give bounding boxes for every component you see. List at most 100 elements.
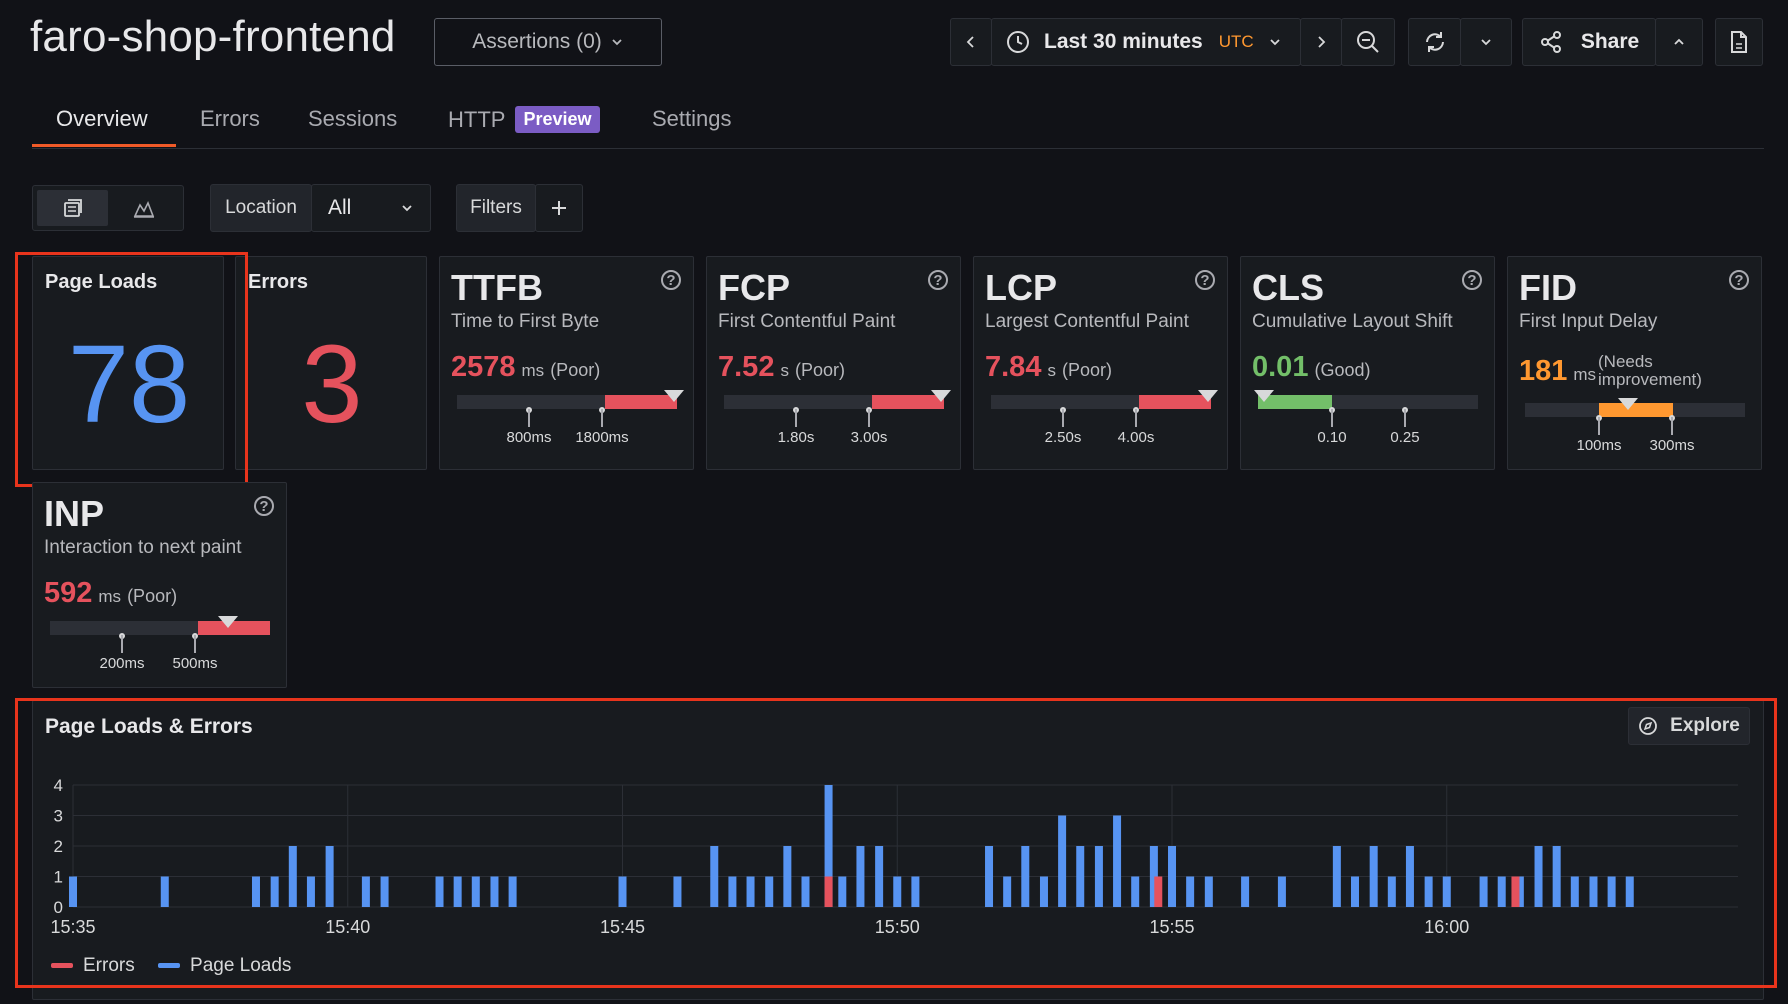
share-label: Share	[1580, 30, 1640, 53]
page-loads-bar	[1534, 846, 1543, 907]
page-loads-bar	[270, 876, 279, 907]
tab-settings[interactable]: Settings	[652, 106, 732, 131]
time-back-button[interactable]	[950, 18, 992, 66]
tab-sessions[interactable]: Sessions	[308, 106, 398, 131]
share-button[interactable]: Share	[1522, 18, 1656, 66]
page-loads-bar	[1113, 815, 1122, 907]
vital-name: LCP	[985, 267, 1057, 308]
legend-item-page-loads[interactable]: Page Loads	[158, 955, 291, 976]
chart-view-button[interactable]	[108, 190, 179, 226]
page-loads-bar	[765, 876, 774, 907]
page-loads-bar	[710, 846, 719, 907]
page-loads-bar	[435, 876, 444, 907]
threshold-tick	[1331, 409, 1333, 427]
threshold-tick	[1135, 409, 1137, 427]
help-icon[interactable]: ?	[1729, 270, 1749, 290]
vital-description: Interaction to next paint	[44, 537, 242, 558]
gauge-marker	[218, 616, 238, 628]
fid-panel: FID ? First Input Delay 181 ms (Needs impr…	[1507, 256, 1762, 470]
page-loads-bar	[801, 876, 810, 907]
vital-description: First Contentful Paint	[718, 311, 896, 332]
refresh-icon	[1425, 32, 1444, 52]
compass-icon	[1639, 717, 1658, 735]
location-select[interactable]: All	[311, 184, 431, 232]
help-icon[interactable]: ?	[1195, 270, 1215, 290]
y-tick-label: 0	[54, 898, 63, 917]
page-loads-bar	[985, 846, 994, 907]
page-loads-bar	[893, 876, 902, 907]
add-filter-button[interactable]	[535, 184, 583, 232]
plus-icon	[552, 201, 566, 215]
page-loads-bar	[838, 876, 847, 907]
errors-panel: Errors 3	[235, 256, 427, 470]
page-loads-bar	[618, 876, 627, 907]
time-range-picker[interactable]: Last 30 minutes UTC	[991, 18, 1301, 66]
page-loads-highlight	[15, 252, 248, 487]
help-icon[interactable]: ?	[928, 270, 948, 290]
gauge-good-segment	[1258, 395, 1332, 409]
page-loads-bar	[1094, 846, 1103, 907]
y-tick-label: 4	[54, 776, 63, 795]
share-icon	[1540, 31, 1561, 53]
export-button[interactable]	[1715, 18, 1763, 66]
timezone-label: UTC	[1218, 32, 1254, 51]
threshold-tick	[601, 409, 603, 427]
page-loads-bar	[306, 876, 315, 907]
stat-view-button[interactable]	[37, 190, 108, 226]
help-icon[interactable]: ?	[1462, 270, 1482, 290]
help-icon[interactable]: ?	[661, 270, 681, 290]
x-tick-label: 15:55	[1149, 917, 1194, 937]
page-loads-bar	[1515, 876, 1524, 907]
page-loads-bar	[1369, 846, 1378, 907]
page-loads-bar	[380, 876, 389, 907]
clock-icon	[1007, 31, 1029, 53]
view-toggle	[32, 185, 184, 231]
page-loads-bar	[1607, 876, 1616, 907]
page-loads-bar	[1277, 876, 1286, 907]
page-loads-bar	[69, 876, 77, 907]
legend-item-errors[interactable]: Errors	[51, 955, 135, 976]
page-loads-bar	[1039, 876, 1048, 907]
gauge-marker	[1618, 398, 1638, 410]
explore-label: Explore	[1670, 715, 1740, 736]
vital-gauge	[724, 395, 944, 409]
page-loads-bar	[824, 785, 833, 907]
gauge-poor-segment	[605, 395, 677, 409]
threshold-tick	[1598, 417, 1600, 435]
threshold-tick	[121, 635, 123, 653]
page-loads-swatch	[158, 963, 181, 969]
chart-panel-title: Page Loads & Errors	[45, 715, 253, 738]
time-range-label: Last 30 minutes	[1044, 30, 1203, 53]
refresh-interval-dropdown[interactable]	[1460, 18, 1512, 66]
page-loads-label: Page Loads	[45, 271, 158, 293]
tab-http[interactable]: HTTP Preview	[448, 106, 600, 133]
vital-name: FID	[1519, 267, 1577, 308]
page-loads-bar	[1497, 876, 1506, 907]
time-forward-button[interactable]	[1300, 18, 1342, 66]
page-loads-bar	[783, 846, 792, 907]
page-loads-bar	[288, 846, 297, 907]
chevron-down-icon	[402, 205, 412, 212]
vital-description: First Input Delay	[1519, 311, 1658, 332]
tab-overview[interactable]: Overview	[56, 106, 148, 131]
chevron-down-icon	[612, 39, 622, 46]
page-loads-bar	[361, 876, 370, 907]
page-loads-bar	[673, 876, 682, 907]
page-loads-errors-panel: Page Loads & Errors Explore 0 1 2 3 4 15:35 15…	[32, 700, 1764, 1000]
vital-value: 2578 ms (Poor)	[451, 351, 601, 383]
x-tick-label: 16:00	[1424, 917, 1469, 937]
help-icon[interactable]: ?	[254, 496, 274, 516]
explore-button[interactable]: Explore	[1628, 707, 1750, 745]
zoom-out-button[interactable]	[1341, 18, 1395, 66]
location-label: Location	[210, 184, 312, 232]
page-loads-bar	[1589, 876, 1598, 907]
assertions-dropdown[interactable]: Assertions (0)	[434, 18, 662, 66]
threshold-tick	[1671, 417, 1673, 435]
refresh-button[interactable]	[1408, 18, 1461, 66]
x-tick-label: 15:35	[50, 917, 95, 937]
tab-errors[interactable]: Errors	[200, 106, 260, 131]
gauge-poor-segment	[198, 621, 270, 635]
share-options-button[interactable]	[1655, 18, 1703, 66]
y-tick-label: 1	[54, 868, 63, 887]
vital-value: 592 ms (Poor)	[44, 577, 178, 609]
